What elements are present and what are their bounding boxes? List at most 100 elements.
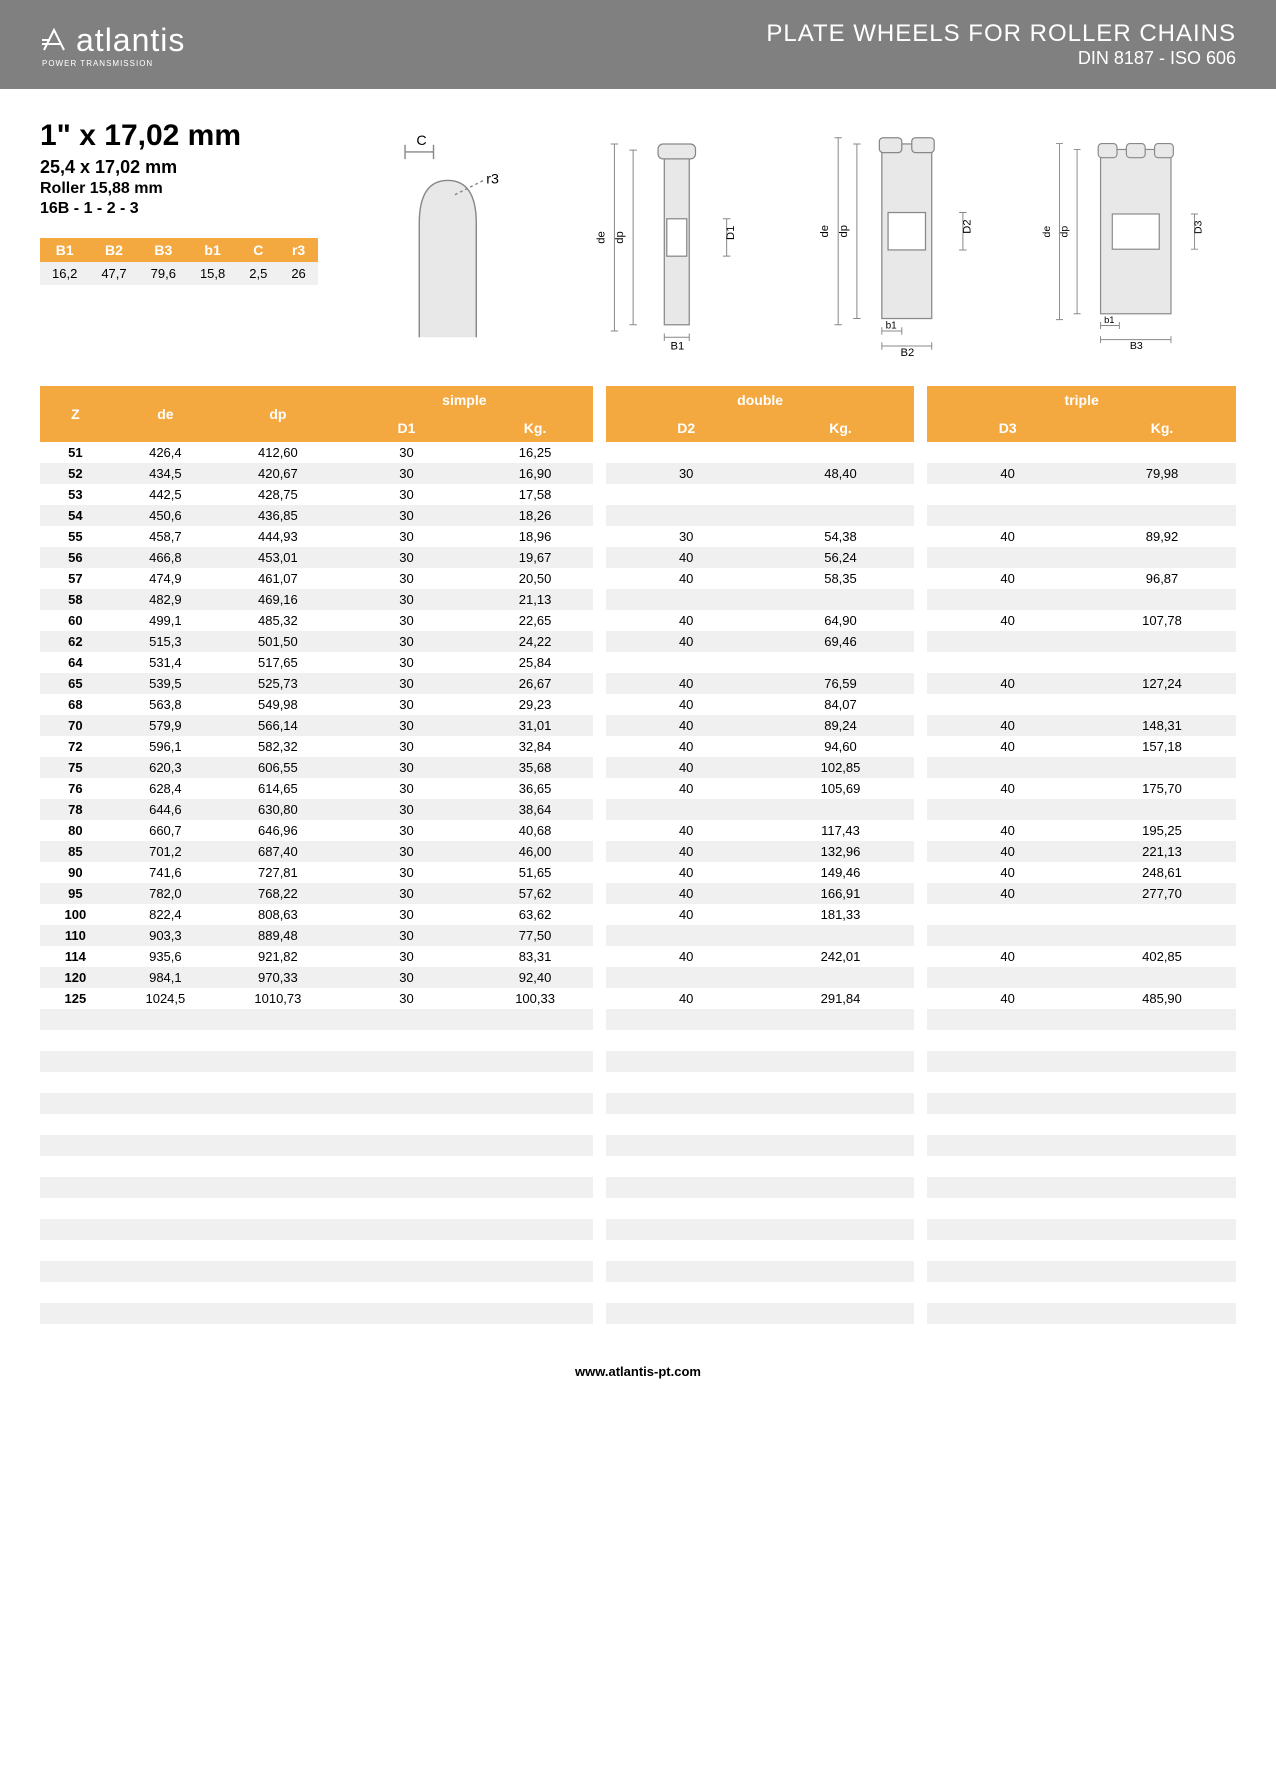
th-kg2: Kg.	[767, 414, 915, 442]
data-cell: 195,25	[1088, 820, 1236, 841]
table-row-empty	[40, 1219, 1236, 1240]
gap-cell	[914, 1051, 927, 1072]
data-cell: 525,73	[220, 673, 336, 694]
table-row-empty	[40, 1240, 1236, 1261]
data-cell: 461,07	[220, 568, 336, 589]
gap-cell	[914, 946, 927, 967]
data-cell	[1088, 757, 1236, 778]
data-cell: 40	[606, 673, 767, 694]
data-cell: 566,14	[220, 715, 336, 736]
data-cell: 58	[40, 589, 111, 610]
data-cell: 25,84	[477, 652, 593, 673]
spec-text: 1" x 17,02 mm 25,4 x 17,02 mm Roller 15,…	[40, 119, 318, 285]
data-cell: 26,67	[477, 673, 593, 694]
gap-cell	[593, 904, 606, 925]
data-cell	[220, 1282, 336, 1303]
data-cell	[606, 1093, 767, 1114]
data-cell: 40	[606, 946, 767, 967]
small-th: r3	[279, 238, 317, 262]
gap-cell	[914, 568, 927, 589]
data-cell: 517,65	[220, 652, 336, 673]
data-cell	[336, 1240, 477, 1261]
header-bar: atlantis POWER TRANSMISSION PLATE WHEELS…	[0, 0, 1276, 89]
data-cell: 485,90	[1088, 988, 1236, 1009]
label-dp3: dp	[1059, 226, 1071, 238]
data-cell	[40, 1135, 111, 1156]
data-cell: 70	[40, 715, 111, 736]
data-cell: 453,01	[220, 547, 336, 568]
spec-title: 1" x 17,02 mm	[40, 119, 318, 153]
data-cell	[767, 967, 915, 988]
data-cell: 646,96	[220, 820, 336, 841]
table-row-empty	[40, 1177, 1236, 1198]
gap-cell	[914, 1219, 927, 1240]
gap-cell	[593, 1198, 606, 1219]
data-cell: 62	[40, 631, 111, 652]
data-cell	[40, 1219, 111, 1240]
data-cell: 402,85	[1088, 946, 1236, 967]
data-cell	[336, 1219, 477, 1240]
label-de3: de	[1042, 226, 1054, 238]
data-cell: 127,24	[1088, 673, 1236, 694]
data-cell	[767, 505, 915, 526]
table-row: 114935,6921,823083,3140242,0140402,85	[40, 946, 1236, 967]
data-cell: 64,90	[767, 610, 915, 631]
data-cell	[111, 1030, 220, 1051]
data-cell: 40	[927, 820, 1088, 841]
small-spec-table: B1B2B3b1Cr3 16,247,779,615,82,526	[40, 238, 318, 285]
data-cell	[767, 1030, 915, 1051]
data-cell: 30	[336, 757, 477, 778]
data-cell	[1088, 1177, 1236, 1198]
gap-cell	[914, 1114, 927, 1135]
data-cell	[927, 1198, 1088, 1219]
diagrams: C r3 de dp D1 B1	[348, 119, 1236, 356]
data-cell: 57	[40, 568, 111, 589]
data-cell	[40, 1114, 111, 1135]
data-cell	[220, 1030, 336, 1051]
th-d2: D2	[606, 414, 767, 442]
small-th: C	[237, 238, 279, 262]
data-cell: 20,50	[477, 568, 593, 589]
small-th: b1	[188, 238, 237, 262]
data-cell: 822,4	[111, 904, 220, 925]
data-cell	[111, 1009, 220, 1030]
data-cell: 40	[606, 778, 767, 799]
data-cell: 175,70	[1088, 778, 1236, 799]
data-cell: 30	[336, 778, 477, 799]
gap-cell	[593, 1093, 606, 1114]
data-cell	[1088, 1114, 1236, 1135]
data-cell	[1088, 589, 1236, 610]
data-cell: 628,4	[111, 778, 220, 799]
data-cell: 40	[606, 862, 767, 883]
gap-cell	[593, 1261, 606, 1282]
gap-cell	[593, 799, 606, 820]
data-cell: 96,87	[1088, 568, 1236, 589]
data-cell: 18,26	[477, 505, 593, 526]
data-cell: 32,84	[477, 736, 593, 757]
data-cell: 51	[40, 442, 111, 463]
gap-cell	[914, 736, 927, 757]
gap-cell	[593, 1303, 606, 1324]
data-cell: 149,46	[767, 862, 915, 883]
data-cell	[1088, 1093, 1236, 1114]
small-td: 26	[279, 262, 317, 285]
label-b1-3: b1	[1105, 314, 1115, 325]
data-cell: 40	[606, 820, 767, 841]
gap-cell	[593, 820, 606, 841]
data-cell: 77,50	[477, 925, 593, 946]
data-cell: 57,62	[477, 883, 593, 904]
label-d2: D2	[961, 219, 973, 233]
data-cell	[927, 1303, 1088, 1324]
data-cell: 30	[336, 652, 477, 673]
data-cell: 30	[336, 967, 477, 988]
data-cell	[1088, 694, 1236, 715]
table-row-empty	[40, 1282, 1236, 1303]
gap-cell	[593, 1051, 606, 1072]
data-cell: 501,50	[220, 631, 336, 652]
th-d1: D1	[336, 414, 477, 442]
data-cell: 935,6	[111, 946, 220, 967]
table-row: 52434,5420,673016,903048,404079,98	[40, 463, 1236, 484]
label-b1u: B1	[671, 341, 685, 353]
data-cell	[927, 505, 1088, 526]
th-kg1: Kg.	[477, 414, 593, 442]
